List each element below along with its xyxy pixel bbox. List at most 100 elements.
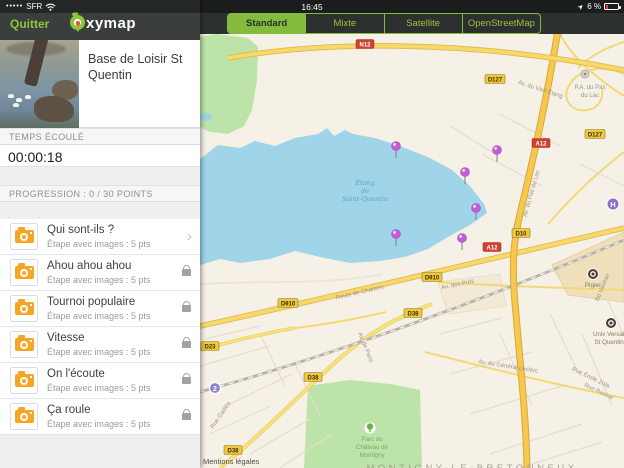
svg-text:D127: D127 — [488, 78, 503, 84]
poi-hospital: H — [606, 197, 620, 211]
park-area — [200, 34, 258, 134]
map-pin[interactable] — [471, 203, 481, 221]
shield-d910: D910 — [421, 272, 443, 282]
map-canvas[interactable]: Av. du Vieil Étang Av. du Pas du Lac Rou… — [200, 34, 624, 468]
lock-icon — [182, 408, 191, 420]
sidebar-header: Quitter xymap — [0, 0, 200, 40]
svg-text:D23: D23 — [204, 345, 216, 351]
shield-d38: D38 — [223, 445, 243, 455]
road-n12 — [227, 43, 624, 73]
map-toolbar: Standard Mixte Satellite OpenStreetMap — [200, 0, 624, 34]
svg-text:D127: D127 — [588, 133, 603, 139]
stage-subtitle: Étape avec images : 5 pts — [47, 346, 151, 357]
camera-icon — [10, 259, 38, 286]
stage-row-ahou[interactable]: Ahou ahou ahou Étape avec images : 5 pts — [0, 255, 200, 291]
shield-d127: D127 — [484, 74, 506, 84]
activity-card: Base de Loisir St Quentin — [0, 40, 200, 128]
wifi-icon — [45, 3, 56, 11]
elapsed-time-value: 00:00:18 — [0, 145, 200, 167]
stage-title: Qui sont-ils ? — [47, 224, 115, 237]
legal-link[interactable]: Mentions légales — [203, 457, 260, 466]
stage-row-ca-roule[interactable]: Ça roule Étape avec images : 5 pts — [0, 399, 200, 435]
elapsed-time-header: TEMPS ÉCOULÉ — [0, 128, 200, 145]
camera-icon — [10, 295, 38, 322]
city-label: MONTIGNY-LE-BRETONNEUX — [366, 463, 577, 468]
map-type-mixte[interactable]: Mixte — [305, 13, 383, 33]
stage-subtitle: Étape avec images : 5 pts — [47, 310, 151, 321]
status-bar: ••••• SFR 16:45 ➤ 6 % — [0, 0, 624, 13]
shield-a12: A12 — [482, 242, 502, 252]
svg-text:du Lac: du Lac — [581, 93, 599, 99]
stage-title: Ça roule — [47, 404, 91, 417]
svg-text:D910: D910 — [425, 276, 440, 282]
shield-d38: D38 — [403, 308, 423, 318]
carrier-label: SFR — [26, 2, 43, 11]
map-pin[interactable] — [492, 145, 502, 163]
poi-parc-chateau: Parc du Château de Montigny — [356, 421, 389, 459]
camera-icon — [10, 331, 38, 358]
activity-title: Base de Loisir St Quentin — [88, 52, 183, 83]
spacer — [0, 202, 200, 219]
map-type-satellite[interactable]: Satellite — [383, 13, 462, 33]
map-type-standard[interactable]: Standard — [228, 13, 306, 33]
svg-text:de: de — [361, 187, 369, 195]
svg-text:Montigny: Montigny — [359, 452, 385, 459]
camera-icon — [10, 403, 38, 430]
lock-icon — [182, 300, 191, 312]
stage-title: Ahou ahou ahou — [47, 260, 132, 273]
quit-button[interactable]: Quitter — [10, 17, 50, 31]
svg-text:D10: D10 — [515, 232, 527, 238]
stage-row-qui-sont-ils[interactable]: Qui sont-ils ? Étape avec images : 5 pts… — [0, 219, 200, 255]
map-pin-logo-icon — [70, 10, 87, 32]
battery-percent: 6 % — [587, 2, 601, 11]
stage-title: Vitesse — [47, 332, 85, 345]
activity-photo — [0, 40, 79, 128]
svg-text:D38: D38 — [227, 449, 239, 455]
svg-text:H: H — [610, 200, 615, 209]
map-type-osm[interactable]: OpenStreetMap — [461, 13, 540, 33]
svg-text:Pigier: Pigier — [585, 282, 602, 289]
oxymap-logo: xymap — [70, 10, 137, 32]
stage-subtitle: Étape avec images : 5 pts — [47, 382, 151, 393]
map-pin[interactable] — [391, 229, 401, 247]
stage-row-tournoi[interactable]: Tournoi populaire Étape avec images : 5 … — [0, 291, 200, 327]
stage-subtitle: Étape avec images : 5 pts — [47, 274, 151, 285]
stage-title: On l'écoute — [47, 368, 105, 381]
logo-text: xymap — [86, 15, 137, 32]
map-pin[interactable] — [391, 141, 401, 159]
shield-d127: D127 — [584, 129, 606, 139]
svg-text:Étang: Étang — [354, 178, 375, 187]
map-pin[interactable] — [460, 167, 470, 185]
chevron-right-icon: › — [187, 227, 192, 245]
map[interactable]: Standard Mixte Satellite OpenStreetMap — [200, 0, 624, 468]
poi-pa-du-pas-du-lac: P.A. du Pas du Lac — [575, 69, 606, 99]
shield-a12: A12 — [531, 138, 551, 148]
map-pin[interactable] — [457, 233, 467, 251]
park-chateau-area — [304, 380, 422, 468]
shield-d910: D910 — [277, 298, 299, 308]
status-right: ➤ 6 % — [577, 2, 621, 11]
svg-text:A12: A12 — [535, 142, 547, 148]
map-pins — [391, 141, 502, 251]
svg-text:D38: D38 — [407, 312, 419, 318]
svg-text:Parc du: Parc du — [361, 436, 383, 443]
lock-icon — [182, 264, 191, 276]
clock: 16:45 — [301, 2, 323, 12]
railway — [200, 238, 624, 394]
lock-icon — [182, 372, 191, 384]
svg-text:Saint-Quentin: Saint-Quentin — [342, 195, 388, 203]
stage-row-on-lecoute[interactable]: On l'écoute Étape avec images : 5 pts — [0, 363, 200, 399]
shield-n12: N12 — [355, 39, 375, 49]
poi-pigier-station: Pigier — [585, 268, 602, 289]
svg-text:P.A. du Pas: P.A. du Pas — [575, 85, 606, 91]
svg-text:D38: D38 — [307, 376, 319, 382]
svg-text:D910: D910 — [281, 302, 296, 308]
svg-text:Château de: Château de — [356, 444, 389, 451]
battery-icon — [604, 3, 621, 10]
road-a12 — [509, 34, 561, 468]
svg-text:A12: A12 — [486, 246, 498, 252]
map-type-segmented-control: Standard Mixte Satellite OpenStreetMap — [227, 12, 541, 34]
sidebar: Quitter xymap Base de Loisir St Quentin … — [0, 0, 200, 468]
stage-row-vitesse[interactable]: Vitesse Étape avec images : 5 pts — [0, 327, 200, 363]
